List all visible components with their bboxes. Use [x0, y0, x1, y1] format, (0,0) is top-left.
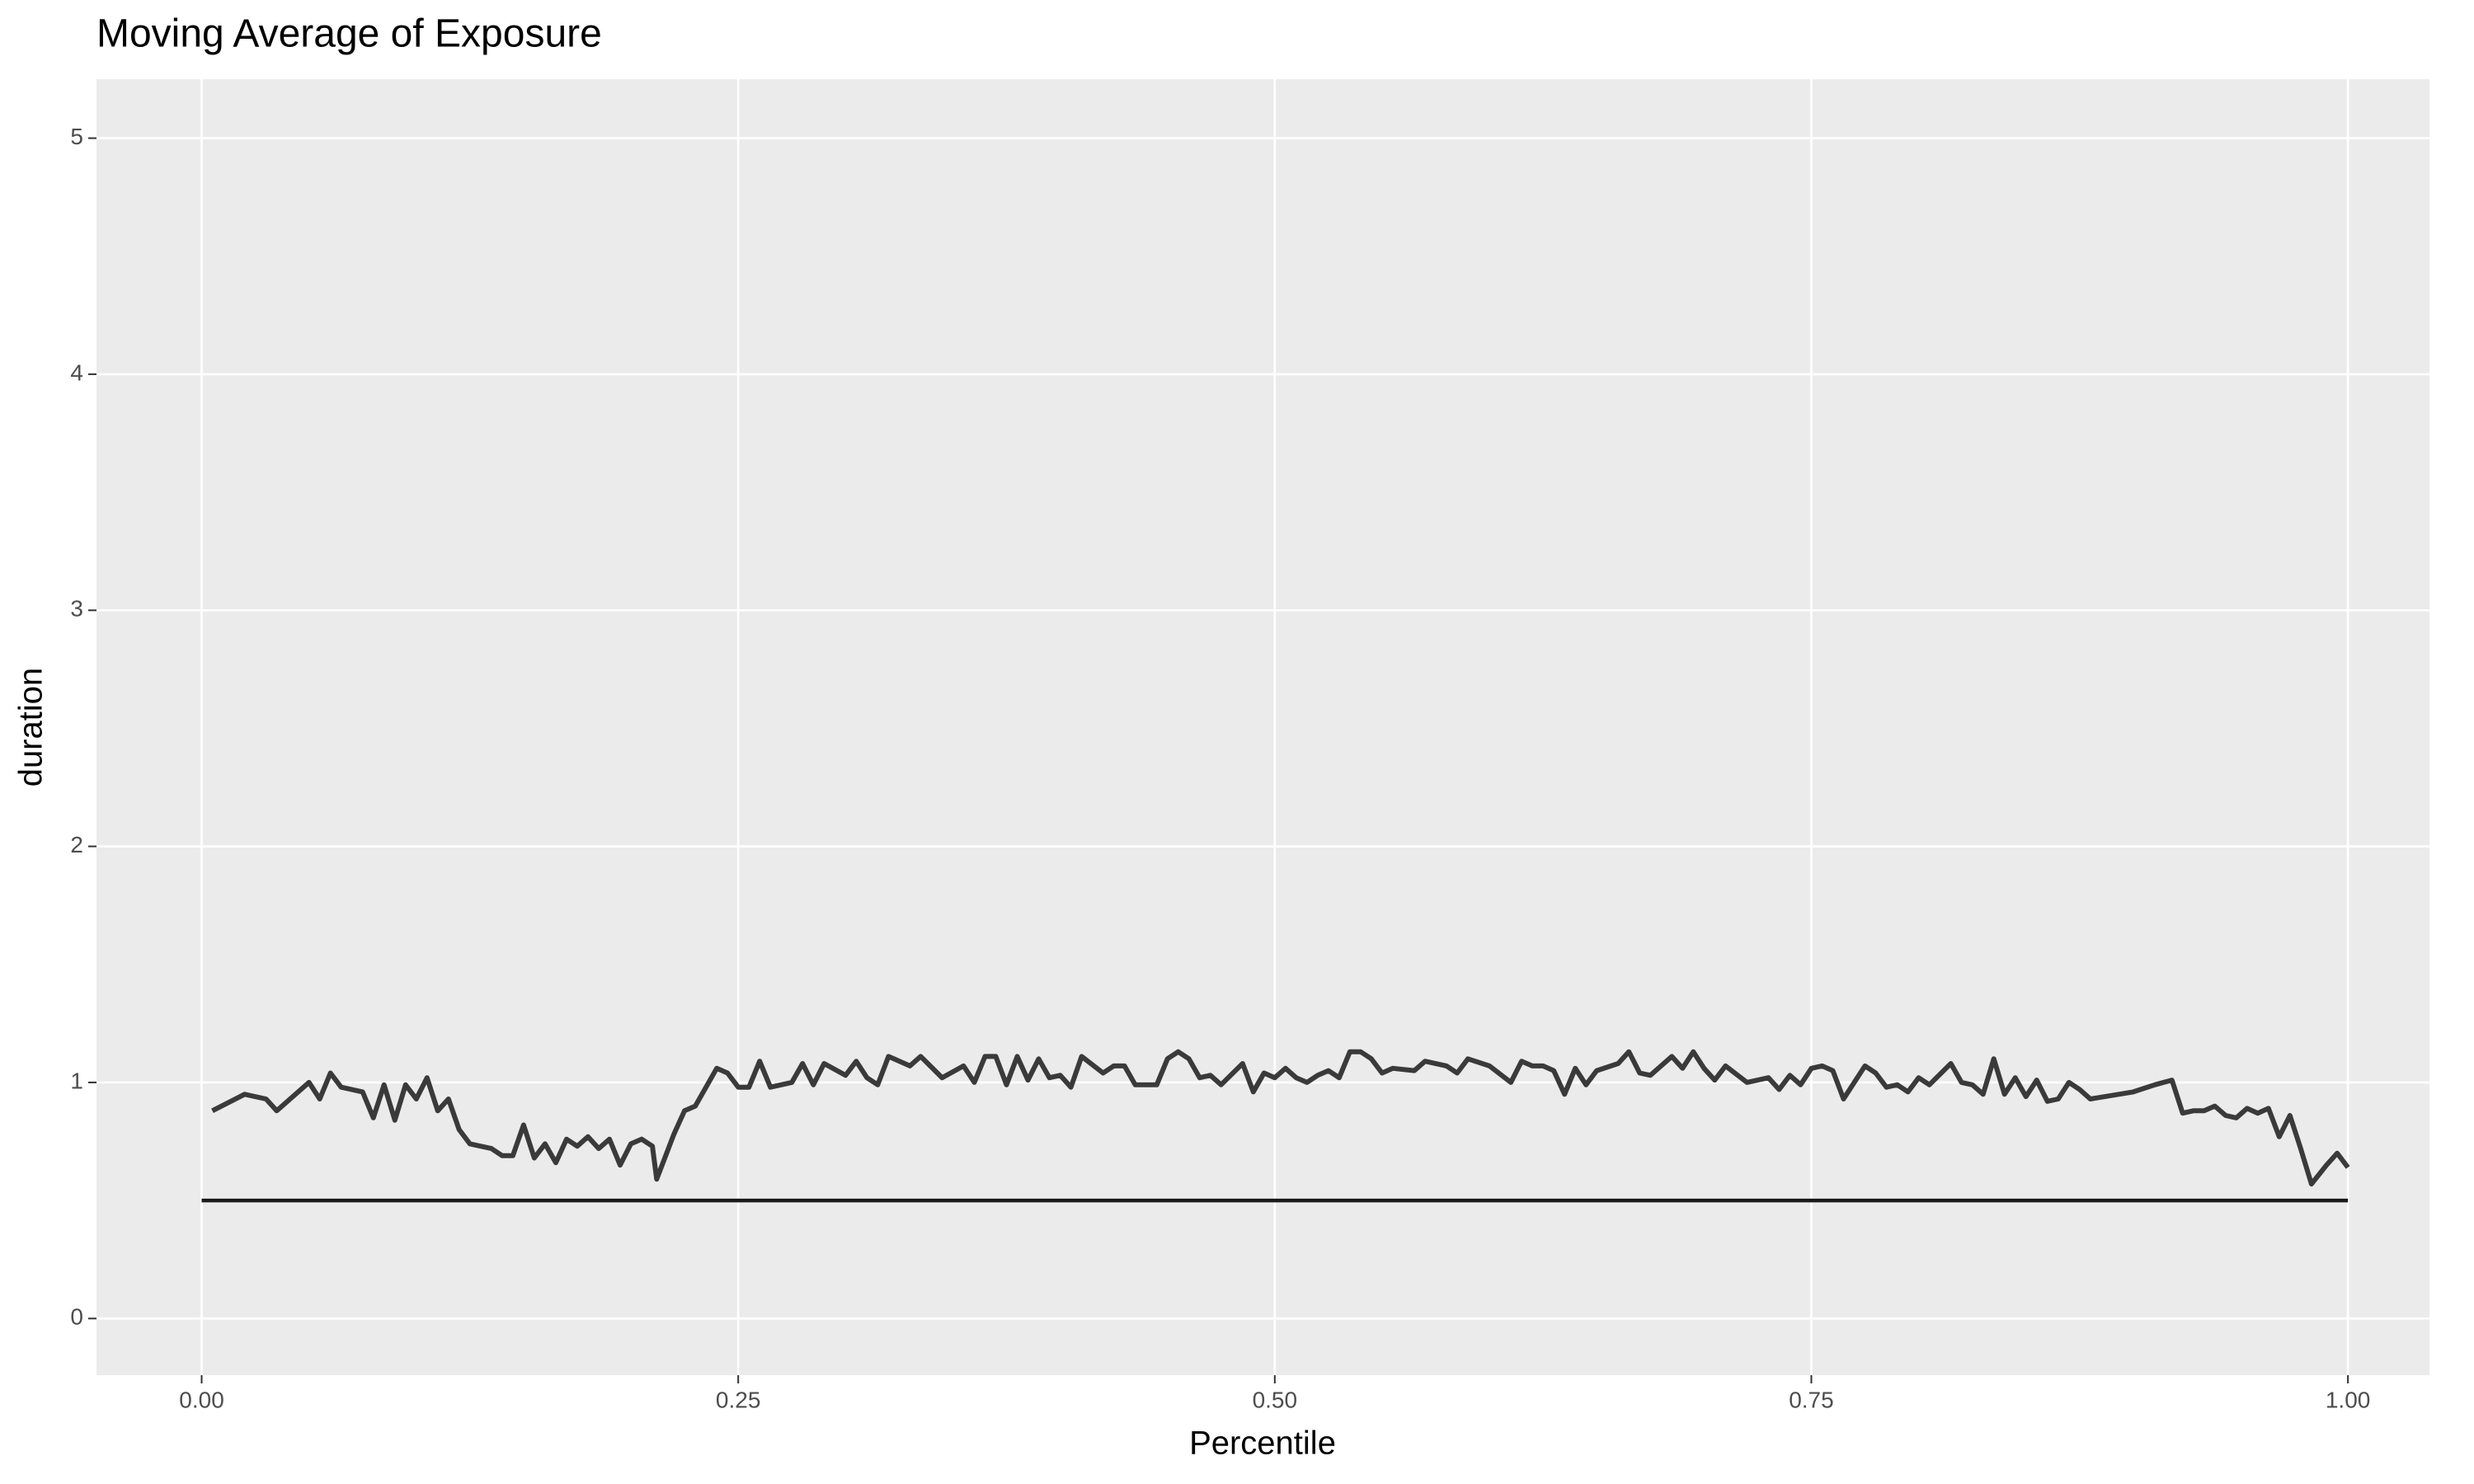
y-axis-title: duration	[13, 668, 49, 787]
x-tick-label: 1.00	[2326, 1387, 2371, 1412]
y-tick-label: 4	[70, 359, 83, 385]
x-tick-label: 0.00	[179, 1387, 224, 1412]
y-tick-label: 5	[70, 124, 83, 149]
y-tick-label: 2	[70, 832, 83, 857]
x-tick-label: 0.75	[1789, 1387, 1834, 1412]
y-tick-label: 0	[70, 1304, 83, 1330]
plot-panel	[96, 79, 2429, 1375]
y-tick-label: 1	[70, 1068, 83, 1093]
x-tick-label: 0.50	[1253, 1387, 1298, 1412]
y-tick-label: 3	[70, 596, 83, 622]
x-tick-label: 0.25	[716, 1387, 761, 1412]
chart-title: Moving Average of Exposure	[96, 12, 602, 56]
moving-average-line	[211, 1049, 2350, 1187]
x-axis-title: Percentile	[1189, 1425, 1336, 1462]
